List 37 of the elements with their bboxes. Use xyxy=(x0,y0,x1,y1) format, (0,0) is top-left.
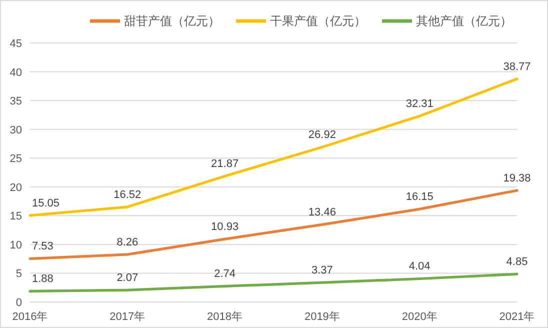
ytick: 20 xyxy=(10,182,22,194)
ytick: 15 xyxy=(10,210,22,223)
xtick: 2021年 xyxy=(499,311,535,323)
data-label: 1.88 xyxy=(32,273,54,286)
data-label: 32.31 xyxy=(406,98,434,110)
xtick: 2019年 xyxy=(304,311,340,323)
legend-item: 甜苷产值（亿元） xyxy=(124,14,220,28)
data-label: 13.46 xyxy=(308,206,336,219)
data-label: 26.92 xyxy=(308,129,336,142)
ytick: 45 xyxy=(10,38,22,50)
data-label: 15.05 xyxy=(32,197,60,210)
xtick: 2020年 xyxy=(402,311,438,323)
data-label: 2.74 xyxy=(214,268,236,280)
xtick: 2017年 xyxy=(110,311,146,323)
ytick: 0 xyxy=(16,297,22,309)
data-label: 19.38 xyxy=(503,172,531,184)
data-label: 4.04 xyxy=(408,260,430,273)
data-label: 10.93 xyxy=(211,221,239,234)
ytick: 5 xyxy=(16,268,22,280)
data-label: 16.15 xyxy=(406,191,434,204)
data-label: 7.53 xyxy=(32,240,54,253)
legend-item: 其他产值（亿元） xyxy=(416,14,512,28)
ytick: 35 xyxy=(10,96,22,108)
data-label: 3.37 xyxy=(312,264,333,277)
ytick: 10 xyxy=(10,239,22,252)
data-label: 4.85 xyxy=(506,256,528,268)
ytick: 25 xyxy=(10,153,22,166)
data-label: 21.87 xyxy=(211,158,239,170)
legend-item: 干果产值（亿元） xyxy=(270,14,366,28)
data-label: 38.77 xyxy=(503,60,531,73)
ytick: 40 xyxy=(10,66,22,79)
data-label: 8.26 xyxy=(116,236,138,248)
ytick: 30 xyxy=(10,124,22,136)
xtick: 2016年 xyxy=(12,311,48,323)
xtick: 2018年 xyxy=(207,311,243,323)
data-label: 2.07 xyxy=(116,272,138,284)
data-label: 16.52 xyxy=(114,188,142,201)
